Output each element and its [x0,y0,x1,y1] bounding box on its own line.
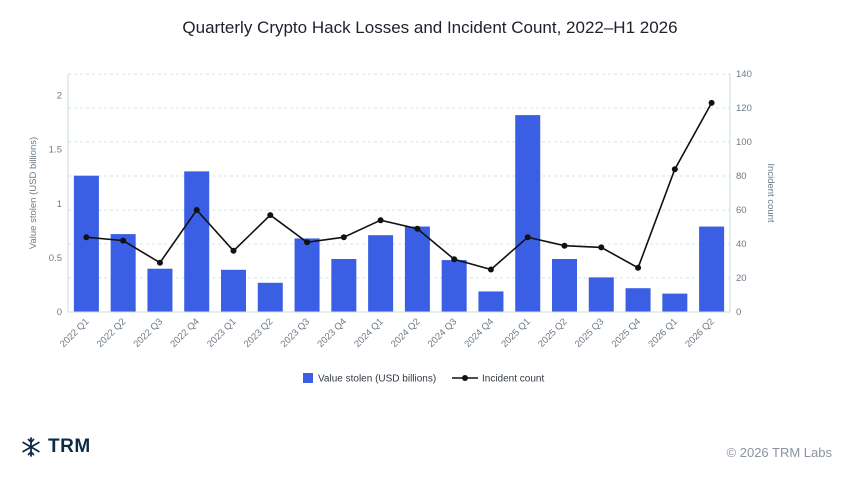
y-right-axis-title: Incident count [765,163,776,223]
x-tick-label: 2024 Q1 [352,316,386,350]
brand-logo: TRM [20,436,91,458]
line-point [377,217,384,224]
bar [441,260,467,312]
x-tick-label: 2025 Q3 [573,316,607,350]
x-tick-label: 2022 Q1 [58,316,92,350]
line-point [524,234,531,241]
bar-series [73,115,725,312]
line-point [267,212,274,219]
snowflake-icon [22,437,40,457]
y-right-tick-label: 100 [736,137,752,148]
y-tick-label: 1 [57,199,62,210]
line-point [708,99,715,106]
y-right-tick-label: 120 [736,103,752,114]
x-tick-label: 2025 Q2 [536,316,570,350]
x-tick-label: 2024 Q2 [389,316,423,350]
y-tick-label: 0.5 [49,253,62,264]
y-right-tick-label: 0 [736,307,741,318]
line-point [193,207,200,213]
bar [551,258,578,312]
bar [699,226,725,312]
x-tick-label: 2025 Q1 [499,316,533,350]
bar [662,293,688,312]
x-tick-label: 2024 Q4 [463,316,497,350]
bar [515,115,541,312]
legend-label-bars: Value stolen (USD billions) [318,374,436,385]
bar [625,288,651,312]
line-point [120,237,127,244]
bar [257,282,283,312]
y-tick-label: 2 [57,91,62,102]
bar [331,258,357,312]
bar [368,235,394,312]
line-point [83,234,90,241]
chart-title: Quarterly Crypto Hack Losses and Inciden… [182,18,678,37]
line-point [340,234,347,241]
line-point [561,242,568,249]
x-tick-label: 2022 Q2 [95,316,129,350]
line-point [671,166,678,173]
y-tick-label: 0 [57,307,62,318]
y-tick-label: 1.5 [49,145,62,156]
x-tick-label: 2022 Q4 [168,316,202,350]
incident-line [86,102,713,271]
line-point [451,256,458,263]
bar [110,234,136,312]
y-right-tick-label: 20 [736,273,747,284]
legend-swatch-bars [303,373,313,383]
x-tick-label: 2023 Q1 [205,316,239,350]
x-tick-label: 2026 Q2 [683,316,717,350]
y-right-tick-label: 40 [736,239,747,250]
bar [294,238,320,312]
line-point [156,259,163,266]
bar [588,277,614,312]
line-point [230,247,237,254]
line-point [598,244,605,251]
line-point [487,266,494,273]
x-tick-label: 2023 Q2 [242,316,276,350]
bar [184,171,210,312]
x-tick-label: 2022 Q3 [132,316,166,350]
legend-label-line: Incident count [482,374,544,385]
x-tick-label: 2023 Q3 [279,316,313,350]
bar [404,226,430,312]
brand-name: TRM [48,436,91,457]
bar [73,175,99,312]
legend: Value stolen (USD billions) Incident coun… [303,373,544,385]
x-tick-label: 2025 Q4 [610,316,644,350]
bar [478,291,504,312]
copyright-text: © 2026 TRM Labs [726,445,832,460]
bar [220,269,247,312]
legend-swatch-marker [462,375,468,381]
x-tick-label: 2026 Q1 [646,316,680,350]
line-point [414,225,421,232]
y-right-tick-label: 140 [736,69,752,80]
y-right-tick-label: 80 [736,171,747,182]
line-point [304,239,311,246]
line-point [635,264,642,271]
y-axis-title: Value stolen (USD billions) [28,137,39,249]
bar [147,268,173,312]
line-series [83,99,715,273]
y-right-tick-label: 60 [736,205,747,216]
x-tick-label: 2024 Q3 [426,316,460,350]
x-tick-label: 2023 Q4 [315,316,349,350]
